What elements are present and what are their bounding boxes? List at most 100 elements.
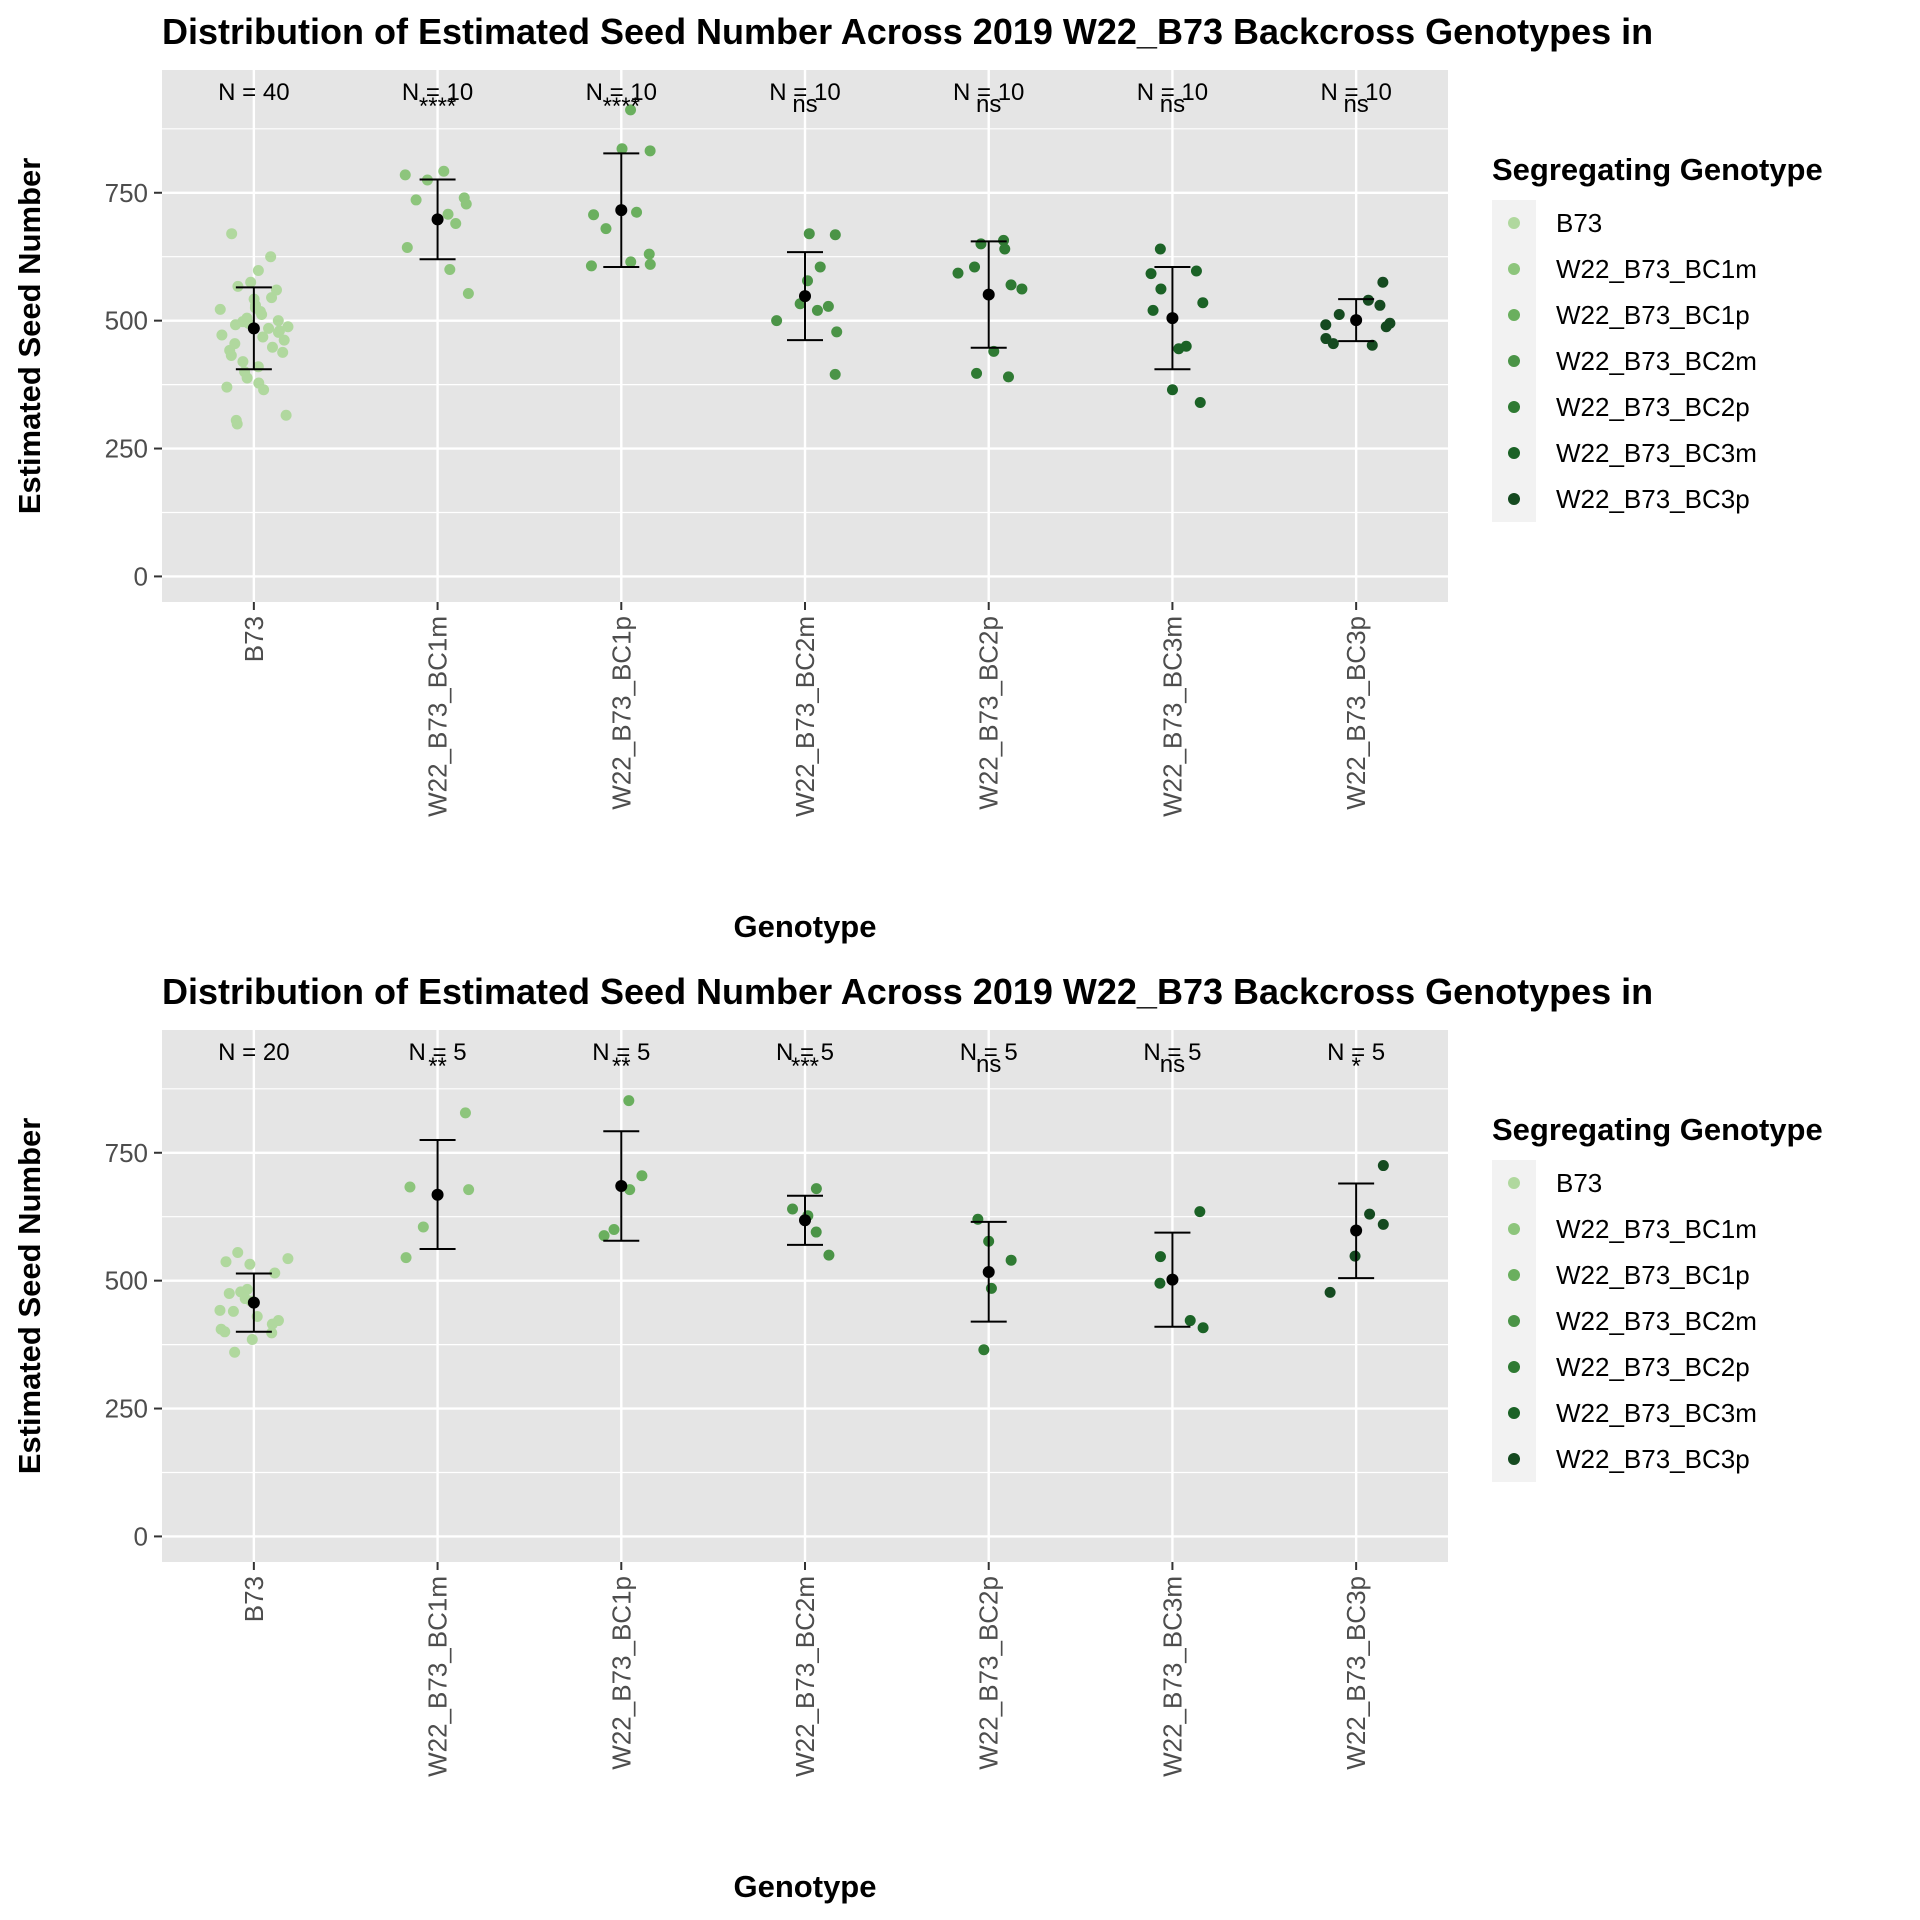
mean-point (247, 1296, 260, 1309)
data-point-w22-b73-bc2p (1005, 279, 1017, 291)
significance-label: ns (976, 91, 1001, 118)
data-point-w22-b73-bc3p (1366, 339, 1378, 351)
data-point-w22-b73-bc2m (814, 261, 826, 273)
data-point-b73 (282, 1253, 294, 1265)
significance-label: **** (603, 93, 640, 120)
data-point-w22-b73-bc2m (803, 228, 815, 240)
significance-label: ns (976, 1051, 1001, 1078)
x-tick-label: W22_B73_BC2m (790, 1576, 820, 1777)
data-point-w22-b73-bc3m (1166, 384, 1178, 396)
data-point-w22-b73-bc1p (644, 258, 656, 270)
data-point-w22-b73-bc1m (399, 169, 411, 181)
data-point-b73 (265, 251, 277, 263)
mean-point (1166, 1273, 1179, 1286)
mean-point (615, 204, 628, 217)
data-point-w22-b73-bc2p (969, 261, 981, 273)
mean-point (1350, 314, 1363, 327)
y-tick-label: 750 (105, 1138, 148, 1168)
data-point-w22-b73-bc2p (1016, 283, 1028, 295)
y-tick-label: 750 (105, 178, 148, 208)
sample-size-label: N = 5 (1143, 1039, 1201, 1066)
legend-item-label: B73 (1556, 1168, 1602, 1198)
data-point-w22-b73-bc3p (1377, 276, 1389, 288)
x-tick-label: W22_B73_BC3p (1341, 1576, 1371, 1770)
mean-point (799, 1214, 811, 1227)
y-tick-label: 500 (105, 1266, 148, 1296)
sample-size-label: N = 10 (1137, 79, 1208, 106)
data-point-b73 (282, 321, 294, 333)
data-point-w22-b73-bc2m (811, 304, 823, 316)
x-tick-label: W22_B73_BC1m (423, 1576, 453, 1777)
data-point-w22-b73-bc3m (1197, 297, 1209, 309)
data-point-w22-b73-bc3m (1147, 304, 1159, 316)
data-point-w22-b73-bc2m (831, 326, 843, 338)
data-point-w22-b73-bc1p (598, 1230, 610, 1242)
data-point-b73 (263, 322, 275, 334)
data-point-b73 (223, 1287, 235, 1299)
data-point-w22-b73-bc2p (999, 243, 1011, 255)
data-point-b73 (256, 309, 268, 321)
x-tick-label: W22_B73_BC2m (790, 616, 820, 817)
data-point-w22-b73-bc2m (829, 368, 841, 380)
significance-label: ns (1160, 1051, 1185, 1078)
data-point-w22-b73-bc3p (1374, 299, 1386, 311)
data-point-b73 (237, 356, 249, 368)
data-point-w22-b73-bc1m (463, 1184, 475, 1196)
data-point-w22-b73-bc2m (810, 1226, 822, 1238)
legend-item-label: W22_B73_BC3m (1556, 438, 1757, 468)
legend-item-label: W22_B73_BC2p (1556, 392, 1750, 422)
data-point-b73 (278, 334, 290, 346)
data-point-w22-b73-bc1p (585, 260, 597, 272)
legend-item-label: W22_B73_BC2m (1556, 1306, 1757, 1336)
data-point-b73 (225, 349, 237, 361)
data-point-w22-b73-bc3p (1362, 294, 1374, 306)
legend-item-label: B73 (1556, 208, 1602, 238)
chart-panel-1: Distribution of Estimated Seed Number Ac… (12, 11, 1823, 944)
x-axis-title: Genotype (734, 1869, 877, 1904)
data-point-w22-b73-bc2m (810, 1183, 822, 1195)
data-point-w22-b73-bc2m (823, 1249, 835, 1261)
data-point-b73 (266, 1327, 278, 1339)
chart-title: Distribution of Estimated Seed Number Ac… (162, 11, 1653, 52)
data-point-w22-b73-bc3p (1324, 1286, 1336, 1298)
y-tick-label: 250 (105, 1394, 148, 1424)
sample-size-label: N = 10 (586, 79, 657, 106)
legend-item-label: W22_B73_BC3m (1556, 1398, 1757, 1428)
data-point-w22-b73-bc3m (1155, 283, 1167, 295)
sample-size-label: N = 20 (218, 1039, 289, 1066)
sample-size-label: N = 5 (592, 1039, 650, 1066)
data-point-w22-b73-bc1m (460, 198, 472, 210)
data-point-b73 (266, 1318, 278, 1330)
legend-key (1508, 1269, 1520, 1281)
y-axis-title: Estimated Seed Number (12, 1118, 47, 1475)
data-point-w22-b73-bc2p (1002, 371, 1014, 383)
y-tick-label: 0 (134, 561, 148, 591)
data-point-w22-b73-bc1m (462, 288, 474, 300)
data-point-w22-b73-bc1m (417, 1221, 429, 1233)
data-point-w22-b73-bc1m (442, 208, 454, 220)
data-point-w22-b73-bc3p (1320, 319, 1332, 331)
x-tick-label: W22_B73_BC1p (606, 616, 636, 810)
chart-panel-2: Distribution of Estimated Seed Number Ac… (12, 971, 1823, 1904)
data-point-w22-b73-bc2p (985, 1282, 997, 1294)
legend-key (1508, 263, 1520, 275)
legend-key (1508, 1315, 1520, 1327)
legend: Segregating Genotype B73 W22_B73_BC1m W22_B… (1492, 152, 1823, 522)
data-point-w22-b73-bc1p (600, 223, 612, 235)
legend-item-label: W22_B73_BC2m (1556, 346, 1757, 376)
data-point-b73 (252, 265, 264, 277)
legend-key (1508, 447, 1520, 459)
data-point-w22-b73-bc1p (623, 1095, 635, 1107)
legend-item-label: W22_B73_BC1m (1556, 1214, 1757, 1244)
data-point-w22-b73-bc2p (1005, 1254, 1017, 1266)
data-point-b73 (272, 315, 284, 327)
data-point-b73 (219, 1326, 231, 1338)
legend-key (1508, 1177, 1520, 1189)
data-point-b73 (245, 276, 257, 288)
data-point-w22-b73-bc1p (625, 256, 637, 268)
data-point-w22-b73-bc3m (1194, 397, 1206, 408)
significance-label: * (1351, 1053, 1360, 1080)
data-point-w22-b73-bc1m (401, 242, 413, 254)
chart-title: Distribution of Estimated Seed Number Ac… (162, 971, 1653, 1012)
